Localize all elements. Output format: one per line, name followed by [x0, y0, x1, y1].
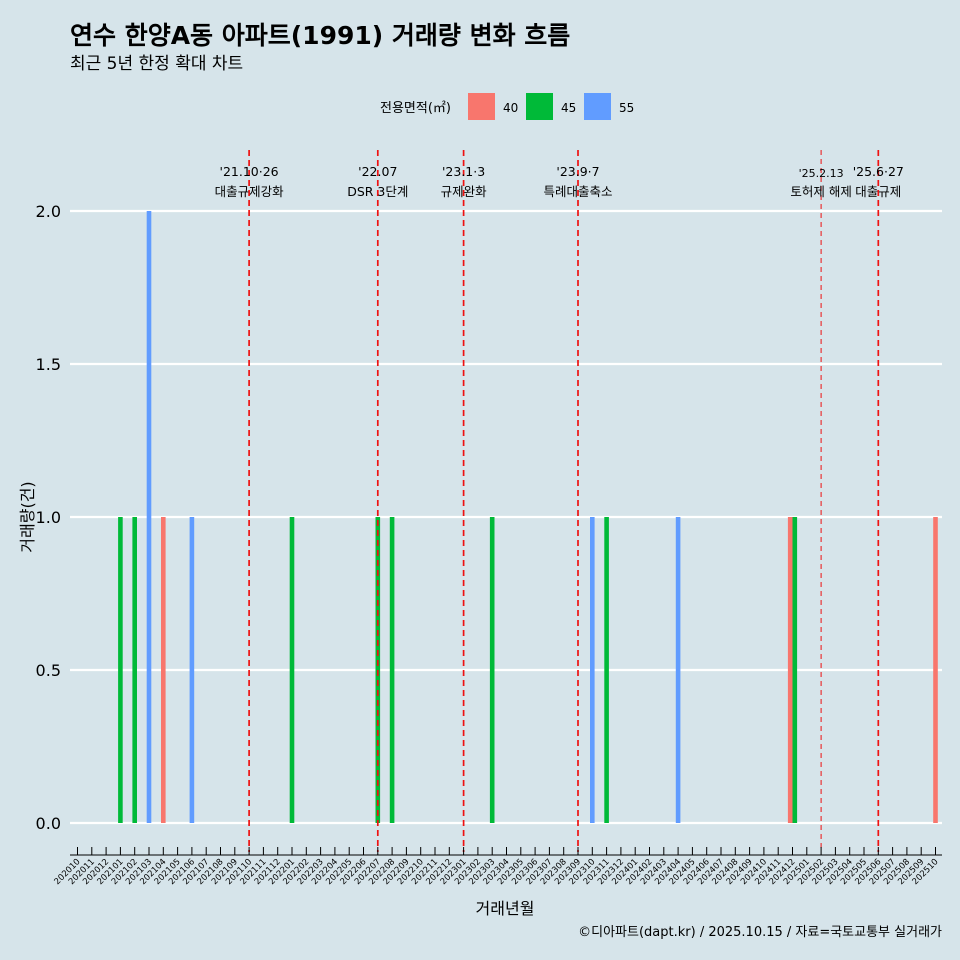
event-label: 토허제 해제 — [790, 184, 851, 199]
event-date: '22.07 — [358, 164, 397, 179]
bars — [118, 211, 938, 823]
bar-55-202310 — [590, 517, 595, 823]
gridlines — [70, 209, 942, 825]
legend-label-55: 55 — [619, 101, 634, 115]
bar-40-202104 — [161, 517, 166, 823]
bar-45-202311 — [604, 517, 609, 823]
legend-label-45: 45 — [561, 101, 576, 115]
legend-label-40: 40 — [503, 101, 518, 115]
y-tick-label: 2.0 — [36, 202, 61, 221]
legend-key-55 — [584, 93, 611, 120]
y-axis-title: 거래량(건) — [18, 481, 37, 552]
y-tick-label: 0.5 — [36, 661, 61, 680]
chart-subtitle: 최근 5년 한정 확대 차트 — [70, 54, 243, 74]
bar-45-202412 — [792, 517, 798, 823]
x-axis: 2020102020112020122021012021022021032021… — [53, 847, 942, 887]
chart-title: 연수 한양A동 아파트(1991) 거래량 변화 흐름 — [70, 21, 570, 50]
bar-40-202412 — [787, 517, 793, 823]
bar-45-202303 — [489, 517, 495, 823]
bar-55-202106 — [189, 517, 195, 823]
bar-55-202103 — [146, 211, 152, 823]
bar-45-202101 — [118, 517, 123, 823]
legend-title: 전용면적(㎡) — [380, 101, 451, 116]
bar-55-202404 — [675, 517, 681, 823]
legend: 전용면적(㎡) 40 45 55 — [380, 93, 634, 120]
event-date: '25.2.13 — [799, 167, 844, 180]
event-date: '23.9·7 — [556, 164, 599, 179]
x-axis-title: 거래년월 — [476, 899, 535, 918]
event-date: '21.10·26 — [220, 164, 279, 179]
event-date: '25.6·27 — [853, 164, 904, 179]
y-tick-label: 0.0 — [36, 814, 61, 833]
event-date: '23.1·3 — [442, 164, 485, 179]
event-label: 대출규제강화 — [215, 184, 285, 199]
legend-key-45 — [526, 93, 553, 120]
event-label: 특례대출축소 — [543, 184, 612, 199]
source-caption: ©디아파트(dapt.kr) / 2025.10.15 / 자료=국토교통부 실… — [578, 925, 942, 940]
bar-45-202201 — [289, 517, 295, 823]
policy-events: '21.10·26 대출규제강화 '22.07 DSR 3단계 '23.1·3 규제완화 '… — [215, 150, 904, 852]
event-label: DSR 3단계 — [347, 184, 408, 199]
bar-45-202208 — [389, 517, 395, 823]
bar-40-202510 — [933, 517, 938, 823]
legend-key-40 — [468, 93, 495, 120]
event-label: 대출규제 — [855, 184, 901, 199]
y-tick-label: 1.0 — [36, 508, 61, 527]
y-axis-ticks: 0.0 0.5 1.0 1.5 2.0 — [36, 202, 61, 833]
event-label: 규제완화 — [441, 184, 488, 199]
bar-45-202102 — [132, 517, 137, 823]
y-tick-label: 1.5 — [36, 355, 61, 374]
